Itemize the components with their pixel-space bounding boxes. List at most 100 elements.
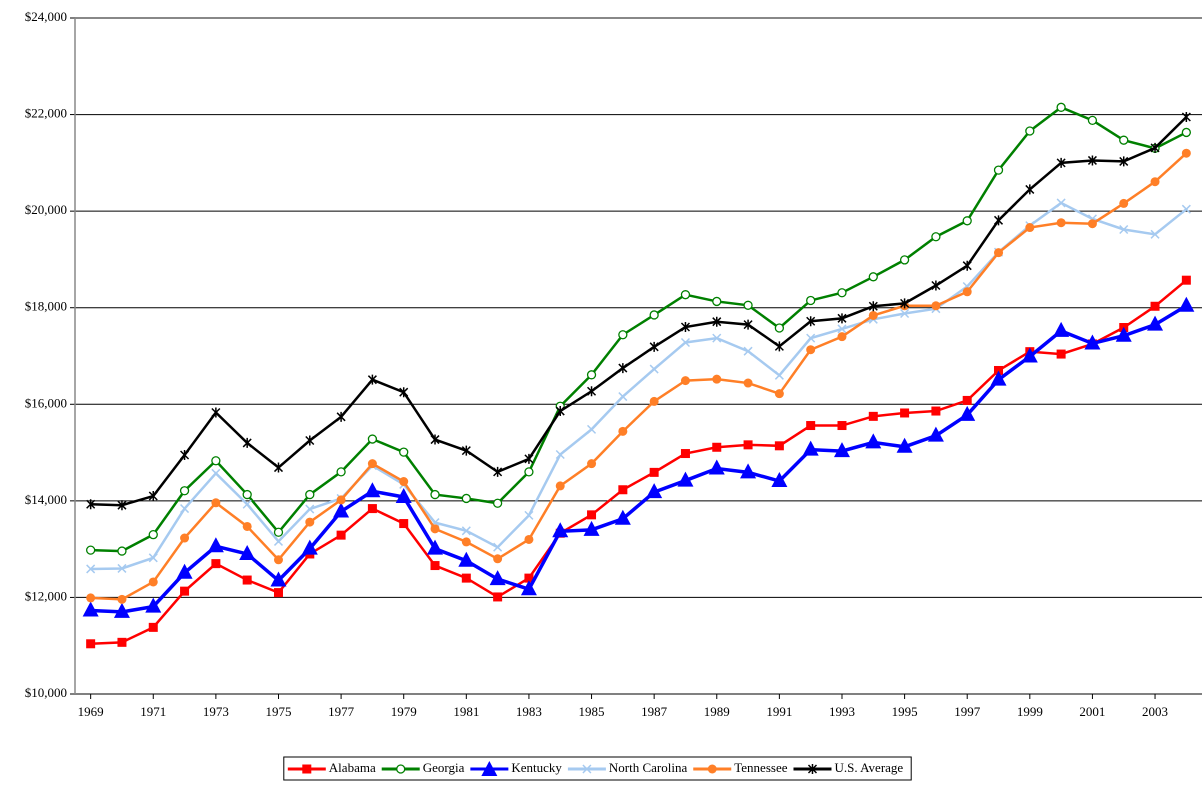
marker — [430, 561, 440, 571]
marker — [868, 411, 878, 421]
marker — [86, 639, 96, 649]
marker — [712, 442, 722, 452]
marker — [461, 537, 471, 547]
marker — [708, 459, 725, 475]
marker — [900, 308, 910, 319]
marker — [1119, 156, 1129, 167]
marker — [994, 248, 1004, 258]
marker — [837, 421, 847, 431]
marker — [461, 526, 471, 536]
series-line — [90, 105, 1187, 553]
marker — [211, 468, 221, 478]
marker — [430, 524, 440, 534]
x-tick-label: 1987 — [641, 704, 668, 719]
marker — [618, 330, 628, 340]
marker — [524, 573, 534, 583]
series-line — [90, 304, 1188, 614]
marker — [1115, 326, 1132, 342]
marker — [962, 216, 972, 226]
series-line — [90, 201, 1188, 571]
x-tick-label: 1979 — [391, 704, 417, 719]
marker — [587, 386, 597, 397]
marker — [148, 530, 158, 540]
marker — [493, 466, 503, 477]
marker — [806, 316, 816, 327]
marker — [900, 408, 910, 418]
marker — [211, 559, 221, 569]
marker — [430, 434, 440, 445]
x-tick-label: 1981 — [453, 704, 479, 719]
marker — [896, 437, 913, 453]
marker — [614, 509, 631, 525]
marker — [211, 456, 221, 466]
marker — [211, 498, 221, 508]
legend-label: North Carolina — [609, 760, 688, 775]
marker — [270, 571, 287, 587]
x-tick-label: 1997 — [954, 704, 981, 719]
marker — [1119, 224, 1129, 235]
marker — [1021, 347, 1038, 363]
marker — [618, 363, 628, 374]
y-tick-label: $24,000 — [25, 9, 67, 24]
marker — [148, 622, 158, 632]
series-line — [90, 152, 1188, 601]
marker — [399, 519, 409, 529]
marker — [837, 288, 847, 298]
marker — [712, 333, 722, 343]
marker — [180, 449, 190, 460]
marker — [865, 433, 882, 449]
marker — [802, 440, 819, 456]
marker — [868, 301, 878, 312]
marker — [239, 544, 256, 560]
y-tick-label: $10,000 — [25, 685, 67, 700]
marker — [148, 553, 158, 563]
y-tick-label: $18,000 — [25, 299, 67, 314]
marker — [86, 545, 96, 555]
marker — [868, 272, 878, 282]
marker — [148, 491, 158, 502]
marker — [587, 424, 597, 434]
marker — [649, 364, 659, 374]
x-tick-label: 1991 — [766, 704, 792, 719]
marker — [336, 467, 346, 477]
marker — [493, 542, 503, 552]
marker — [833, 442, 850, 458]
marker — [524, 467, 534, 477]
marker — [771, 472, 788, 488]
x-tick-label: 1975 — [265, 704, 291, 719]
marker — [743, 319, 753, 330]
marker — [336, 495, 346, 505]
marker — [305, 504, 315, 514]
marker — [680, 337, 690, 348]
y-tick-label: $16,000 — [25, 395, 67, 410]
marker — [1084, 334, 1101, 350]
legend-label: Tennessee — [734, 760, 787, 775]
marker — [806, 421, 816, 431]
marker — [555, 481, 565, 491]
marker — [587, 510, 597, 520]
marker — [899, 255, 910, 265]
marker — [962, 395, 972, 405]
marker — [1181, 127, 1191, 138]
marker — [962, 287, 972, 297]
x-tick-label: 2001 — [1079, 704, 1105, 719]
marker — [1119, 198, 1129, 208]
marker — [524, 534, 534, 544]
marker — [618, 485, 628, 495]
marker — [396, 764, 406, 774]
marker — [959, 405, 976, 421]
marker — [301, 539, 318, 555]
marker — [743, 378, 753, 388]
marker — [555, 406, 565, 417]
marker — [367, 459, 377, 469]
marker — [82, 601, 99, 617]
marker — [774, 441, 784, 451]
x-tick-label: 1971 — [140, 704, 166, 719]
marker — [1056, 198, 1066, 208]
marker — [555, 449, 565, 460]
marker — [461, 573, 471, 583]
marker — [707, 764, 717, 774]
marker — [618, 392, 628, 402]
marker — [1056, 157, 1066, 168]
marker — [399, 477, 409, 487]
